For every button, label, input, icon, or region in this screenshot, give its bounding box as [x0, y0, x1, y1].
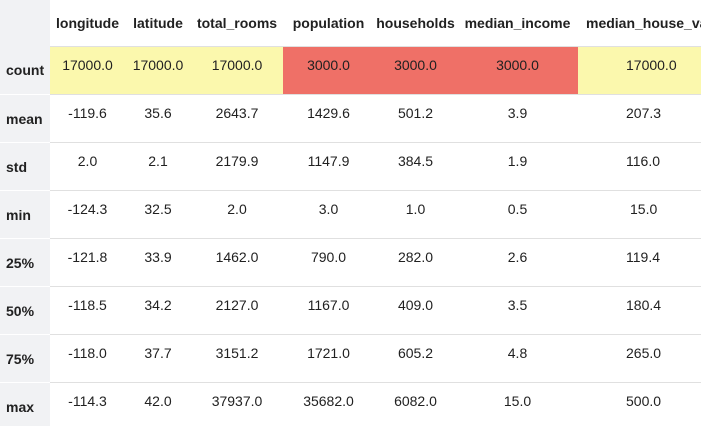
table-cell: 35.6 — [125, 94, 191, 143]
row-label: count — [0, 46, 50, 95]
table-cell: 282.0 — [374, 238, 457, 287]
table-cell: 34.2 — [125, 286, 191, 335]
row-label: min — [0, 190, 50, 239]
table-cell: -124.3 — [50, 190, 125, 239]
table-cell: 207.3 — [578, 94, 701, 143]
table-cell: 3.5 — [457, 286, 578, 335]
table-cell: 17000.0 — [125, 46, 191, 95]
column-header: total_rooms — [191, 0, 283, 47]
table-cell: 33.9 — [125, 238, 191, 287]
table-cell: 2.0 — [50, 142, 125, 191]
row-label: 50% — [0, 286, 50, 335]
table-cell: 42.0 — [125, 382, 191, 426]
table-row: 50% -118.5 34.2 2127.0 1167.0 409.0 3.5 … — [0, 286, 701, 335]
table-cell: -119.6 — [50, 94, 125, 143]
table-cell: -118.5 — [50, 286, 125, 335]
row-label: mean — [0, 94, 50, 143]
column-header: longitude — [50, 0, 125, 47]
table-cell: 2.6 — [457, 238, 578, 287]
table-cell: 3000.0 — [457, 46, 578, 95]
table-cell: 790.0 — [283, 238, 374, 287]
table-cell: 37.7 — [125, 334, 191, 383]
table-cell: 2127.0 — [191, 286, 283, 335]
row-label: std — [0, 142, 50, 191]
table-cell: 3.9 — [457, 94, 578, 143]
table-cell: 3000.0 — [374, 46, 457, 95]
row-label: max — [0, 382, 50, 426]
column-header: latitude — [125, 0, 191, 47]
header-row: longitude latitude total_rooms populatio… — [0, 0, 701, 47]
table-cell: 3.0 — [283, 190, 374, 239]
table-cell: -114.3 — [50, 382, 125, 426]
row-label: 25% — [0, 238, 50, 287]
table-cell: 17000.0 — [578, 46, 701, 95]
table-cell: 119.4 — [578, 238, 701, 287]
table-cell: 1147.9 — [283, 142, 374, 191]
table-cell: 2.1 — [125, 142, 191, 191]
column-header: median_income — [457, 0, 578, 47]
table-cell: 500.0 — [578, 382, 701, 426]
table-cell: 384.5 — [374, 142, 457, 191]
table-cell: 409.0 — [374, 286, 457, 335]
table-row: count 17000.0 17000.0 17000.0 3000.0 300… — [0, 46, 701, 95]
table-cell: 15.0 — [578, 190, 701, 239]
column-header: population — [283, 0, 374, 47]
table-cell: 1.9 — [457, 142, 578, 191]
table-cell: 37937.0 — [191, 382, 283, 426]
table-cell: 2643.7 — [191, 94, 283, 143]
table-cell: 32.5 — [125, 190, 191, 239]
table-row: 25% -121.8 33.9 1462.0 790.0 282.0 2.6 1… — [0, 238, 701, 287]
table-cell: -118.0 — [50, 334, 125, 383]
table-cell: 4.8 — [457, 334, 578, 383]
table-cell: 501.2 — [374, 94, 457, 143]
table-cell: 0.5 — [457, 190, 578, 239]
table-cell: 17000.0 — [50, 46, 125, 95]
table-cell: 1721.0 — [283, 334, 374, 383]
table-cell: 265.0 — [578, 334, 701, 383]
table-cell: 15.0 — [457, 382, 578, 426]
corner-cell — [0, 0, 50, 47]
table-row: std 2.0 2.1 2179.9 1147.9 384.5 1.9 116.… — [0, 142, 701, 191]
table-cell: 2.0 — [191, 190, 283, 239]
table-cell: 605.2 — [374, 334, 457, 383]
column-header: households — [374, 0, 457, 47]
table-cell: -121.8 — [50, 238, 125, 287]
table-cell: 35682.0 — [283, 382, 374, 426]
table-cell: 1462.0 — [191, 238, 283, 287]
column-header: median_house_value — [578, 0, 701, 47]
table-row: min -124.3 32.5 2.0 3.0 1.0 0.5 15.0 — [0, 190, 701, 239]
table-row: 75% -118.0 37.7 3151.2 1721.0 605.2 4.8 … — [0, 334, 701, 383]
table-cell: 1429.6 — [283, 94, 374, 143]
table-row: mean -119.6 35.6 2643.7 1429.6 501.2 3.9… — [0, 94, 701, 143]
table-cell: 17000.0 — [191, 46, 283, 95]
table-cell: 3000.0 — [283, 46, 374, 95]
table-cell: 2179.9 — [191, 142, 283, 191]
row-label: 75% — [0, 334, 50, 383]
table-cell: 116.0 — [578, 142, 701, 191]
table-cell: 6082.0 — [374, 382, 457, 426]
table-cell: 1.0 — [374, 190, 457, 239]
table-cell: 1167.0 — [283, 286, 374, 335]
table-cell: 3151.2 — [191, 334, 283, 383]
table-row: max -114.3 42.0 37937.0 35682.0 6082.0 1… — [0, 382, 701, 426]
table-cell: 180.4 — [578, 286, 701, 335]
